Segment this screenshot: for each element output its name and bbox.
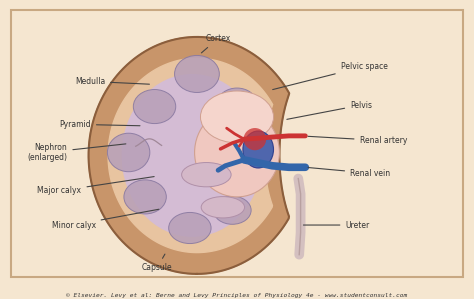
Ellipse shape (244, 128, 266, 150)
Ellipse shape (201, 197, 245, 218)
Text: Nephron
(enlarged): Nephron (enlarged) (27, 143, 126, 162)
Ellipse shape (201, 91, 273, 143)
Polygon shape (89, 37, 289, 274)
Ellipse shape (169, 213, 211, 244)
Ellipse shape (121, 74, 263, 237)
Ellipse shape (124, 180, 166, 214)
Text: Pyramid: Pyramid (59, 120, 140, 129)
Text: Minor calyx: Minor calyx (52, 209, 159, 230)
Text: Pelvis: Pelvis (287, 100, 372, 119)
Text: Ureter: Ureter (303, 221, 370, 230)
Ellipse shape (195, 108, 279, 197)
Text: Pelvic space: Pelvic space (273, 62, 388, 90)
Text: Capsule: Capsule (142, 254, 172, 272)
Ellipse shape (133, 89, 176, 123)
Text: Renal vein: Renal vein (308, 167, 390, 178)
Text: Renal artery: Renal artery (308, 136, 407, 145)
Ellipse shape (218, 88, 256, 116)
Ellipse shape (213, 196, 251, 224)
FancyBboxPatch shape (11, 10, 463, 277)
Ellipse shape (182, 163, 231, 187)
Text: Medulla: Medulla (75, 77, 149, 86)
Text: Cortex: Cortex (201, 34, 231, 53)
Polygon shape (108, 58, 273, 253)
Ellipse shape (108, 133, 150, 172)
Ellipse shape (174, 55, 219, 92)
Ellipse shape (243, 131, 273, 168)
Text: © Elsevier. Levy et al: Berne and Levy Principles of Physiology 4e - www.student: © Elsevier. Levy et al: Berne and Levy P… (66, 292, 408, 298)
Text: Major calyx: Major calyx (37, 177, 154, 196)
